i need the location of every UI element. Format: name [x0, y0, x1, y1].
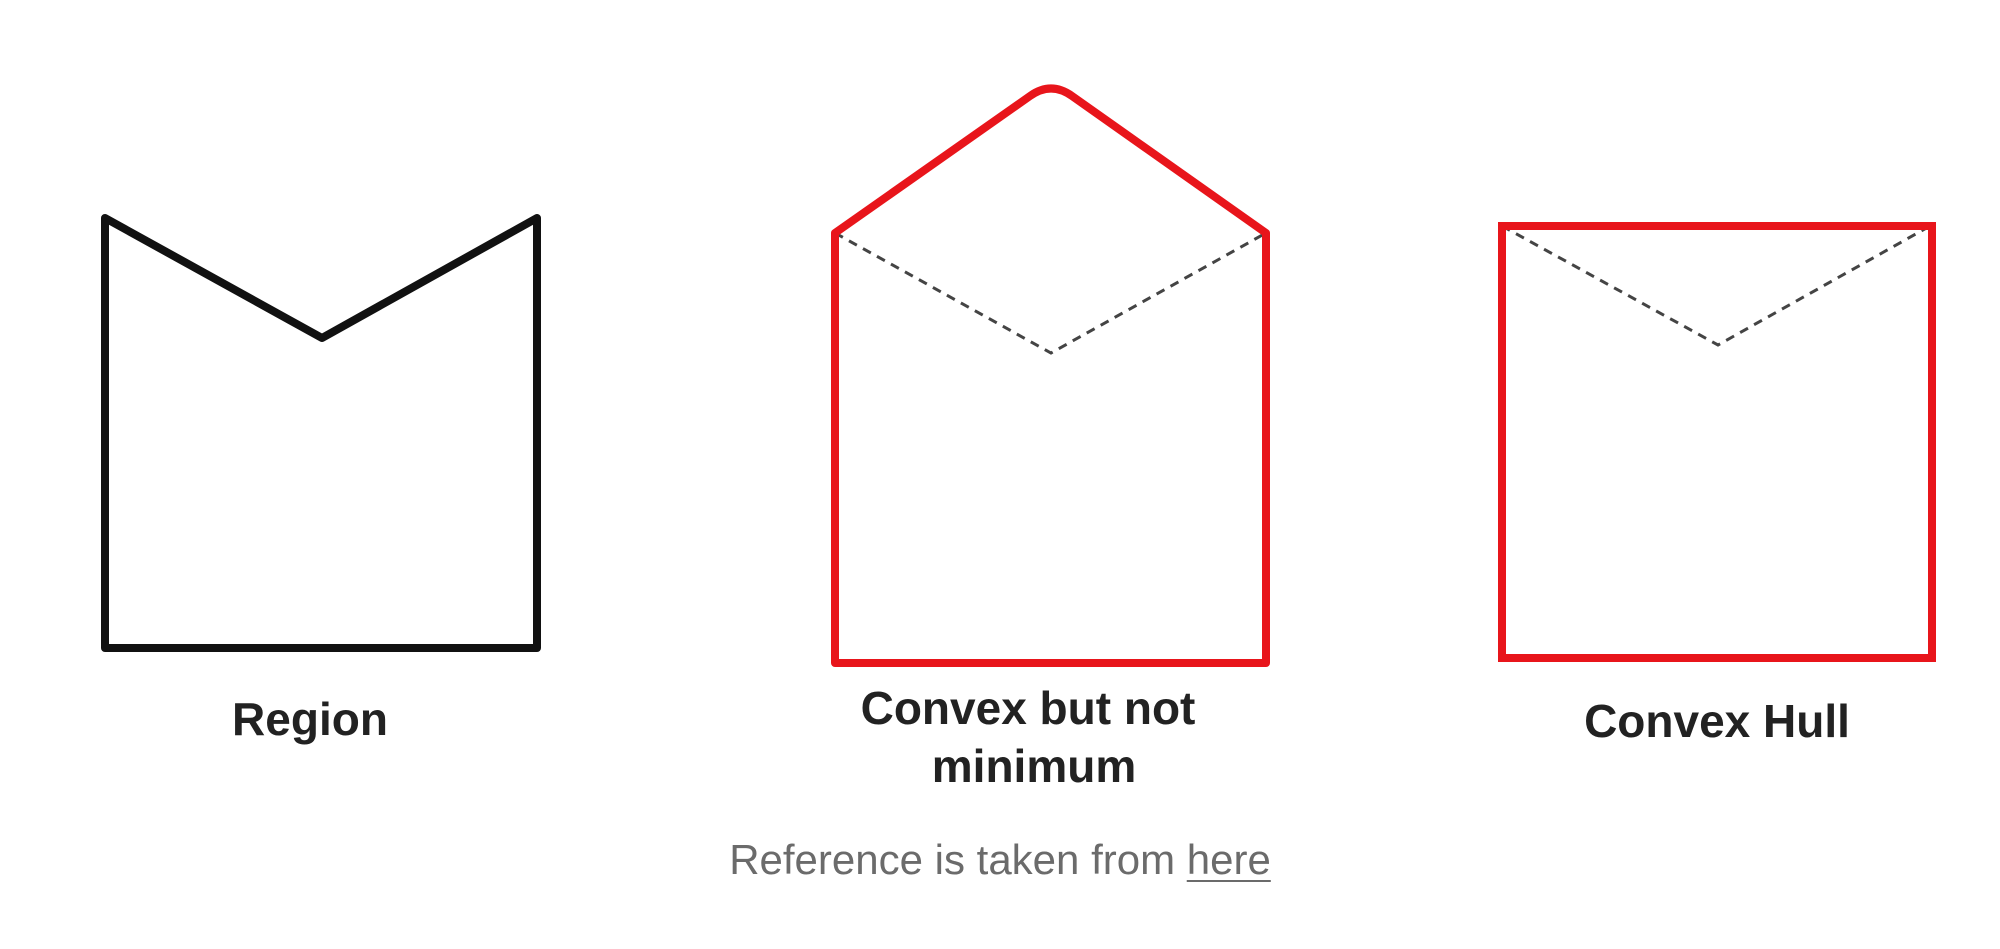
region-polygon — [101, 214, 541, 652]
panel-region: Region — [101, 214, 541, 745]
convex-hull-diagram: Region Convex but not minimum Convex Hul… — [101, 84, 1936, 792]
panel-convex-hull: Convex Hull — [1498, 222, 1936, 747]
caption-text: Reference is taken from — [729, 836, 1187, 883]
concave-edge-dashed-line — [834, 231, 1267, 355]
figure-caption: Reference is taken from here — [0, 832, 2000, 888]
convex-hull-rectangle — [1498, 222, 1936, 662]
region-label: Region — [232, 693, 388, 745]
hull-concave-edge-dashed-line — [1501, 224, 1931, 347]
convex-not-minimum-label-line1: Convex but not — [861, 682, 1196, 734]
panel-convex-not-minimum: Convex but not minimum — [831, 84, 1270, 792]
convex-not-minimum-polygon — [831, 84, 1270, 667]
reference-link[interactable]: here — [1186, 836, 1271, 883]
convex-not-minimum-label-line2: minimum — [932, 740, 1136, 792]
convex-hull-label: Convex Hull — [1584, 695, 1850, 747]
